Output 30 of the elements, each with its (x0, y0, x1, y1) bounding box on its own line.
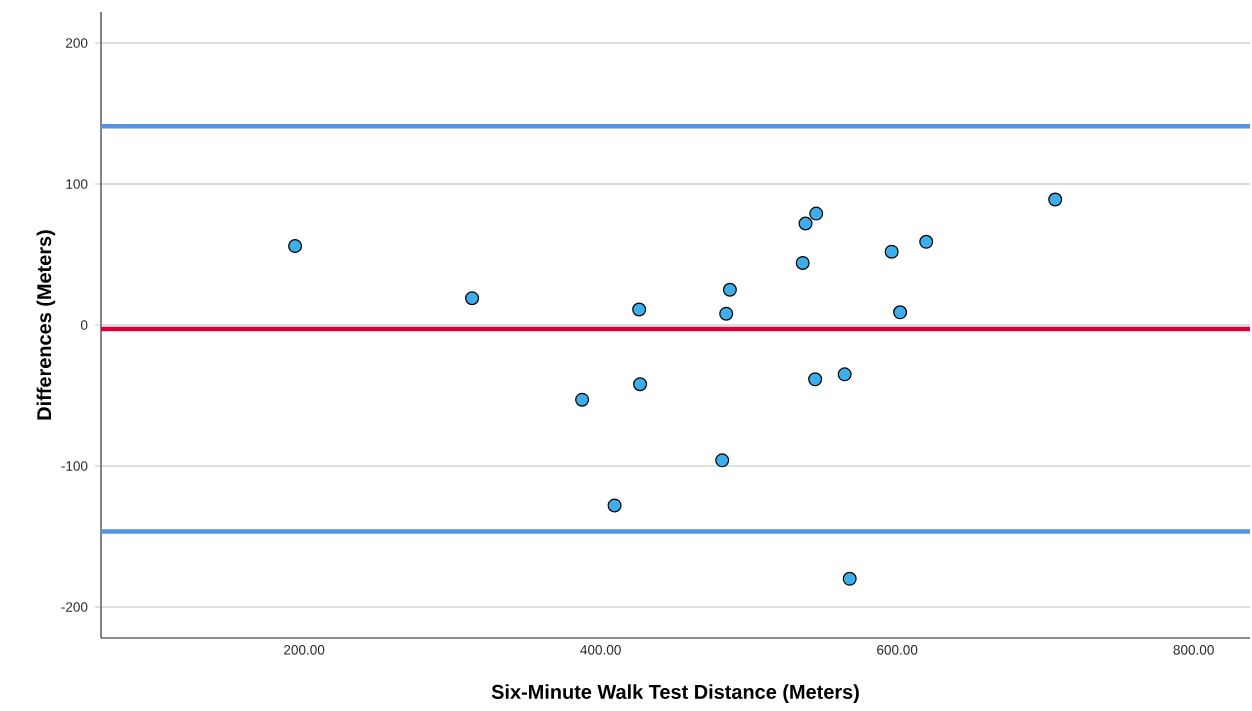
point (837, 367, 852, 382)
point (719, 306, 734, 321)
point (722, 282, 737, 297)
point (715, 453, 730, 468)
x-tick-label: 200.00 (284, 645, 325, 655)
point (798, 216, 813, 231)
point (795, 255, 810, 270)
x-tick-label: 400.00 (580, 645, 621, 655)
y-tick-label: -100 (61, 461, 88, 471)
y-tick-label: 200 (66, 38, 88, 48)
y-axis-title: Differences (Meters) (36, 230, 56, 420)
point (809, 206, 824, 221)
point (893, 305, 908, 320)
x-axis-title: Six-Minute Walk Test Distance (Meters) (491, 684, 859, 703)
point (808, 372, 823, 387)
point (633, 377, 648, 392)
point (465, 291, 480, 306)
x-tick-label: 800.00 (1173, 645, 1214, 655)
point (575, 392, 590, 407)
point (842, 571, 857, 586)
y-tick-label: 100 (66, 179, 88, 189)
y-tick-label: 0 (80, 320, 88, 330)
point (607, 498, 622, 513)
point (919, 234, 934, 249)
point (288, 239, 303, 254)
point (884, 244, 899, 259)
x-tick-label: 600.00 (877, 645, 918, 655)
y-tick-label: -200 (61, 602, 88, 612)
point (632, 302, 647, 317)
point (1048, 192, 1063, 207)
